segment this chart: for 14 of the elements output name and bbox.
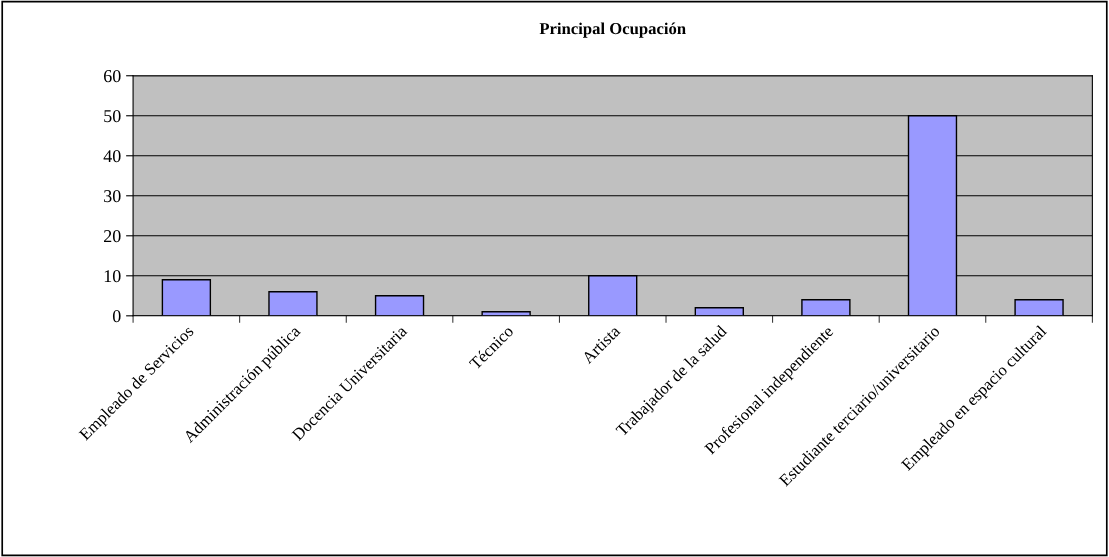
bar (268, 291, 318, 316)
y-tick-label: 0 (112, 310, 121, 323)
bar (694, 307, 744, 316)
bar (801, 299, 851, 316)
y-tick-label: 20 (104, 230, 121, 243)
chart-title: Principal Ocupación (539, 22, 686, 38)
y-tick-label: 50 (104, 110, 121, 123)
bar (161, 279, 212, 316)
y-tick-label: 60 (103, 70, 121, 83)
bar (374, 295, 425, 316)
bar (1014, 299, 1064, 316)
y-tick-label: 30 (104, 190, 121, 203)
y-tick-label: 10 (104, 270, 121, 283)
y-tick-label: 40 (103, 150, 121, 163)
